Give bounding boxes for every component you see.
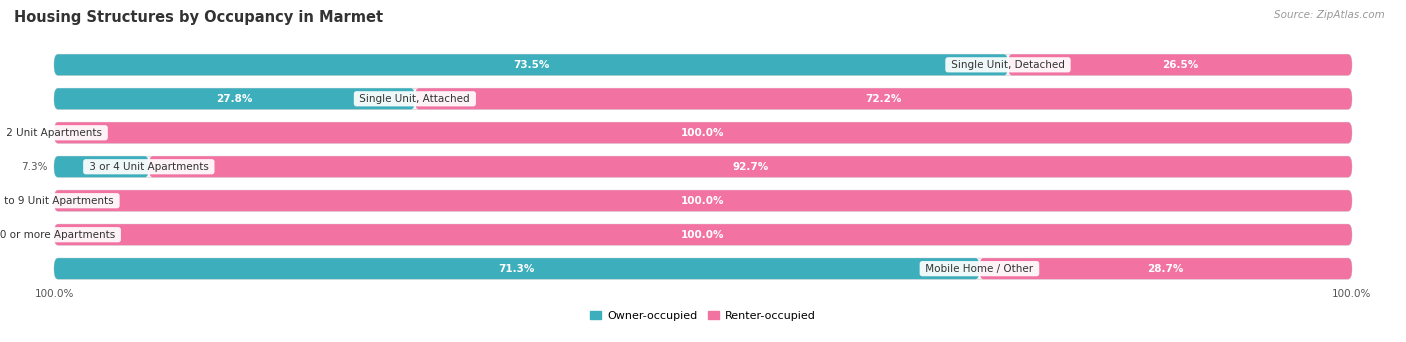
Text: 28.7%: 28.7% [1147, 264, 1184, 274]
Legend: Owner-occupied, Renter-occupied: Owner-occupied, Renter-occupied [586, 306, 820, 325]
FancyBboxPatch shape [53, 258, 1353, 279]
FancyBboxPatch shape [53, 88, 1353, 109]
FancyBboxPatch shape [53, 190, 1353, 211]
Text: 2 Unit Apartments: 2 Unit Apartments [3, 128, 105, 138]
FancyBboxPatch shape [980, 258, 1353, 279]
Text: 26.5%: 26.5% [1161, 60, 1198, 70]
Text: 100.0%: 100.0% [682, 196, 724, 206]
Text: 5 to 9 Unit Apartments: 5 to 9 Unit Apartments [0, 196, 117, 206]
FancyBboxPatch shape [149, 156, 1353, 177]
Text: 73.5%: 73.5% [513, 60, 550, 70]
Text: Single Unit, Attached: Single Unit, Attached [357, 94, 474, 104]
Text: Housing Structures by Occupancy in Marmet: Housing Structures by Occupancy in Marme… [14, 10, 384, 25]
FancyBboxPatch shape [53, 156, 149, 177]
FancyBboxPatch shape [53, 156, 1353, 177]
Text: 7.3%: 7.3% [21, 162, 48, 172]
Text: Source: ZipAtlas.com: Source: ZipAtlas.com [1274, 10, 1385, 20]
Text: 100.0%: 100.0% [682, 230, 724, 240]
FancyBboxPatch shape [53, 258, 980, 279]
Text: 100.0%: 100.0% [1333, 289, 1372, 299]
FancyBboxPatch shape [53, 88, 415, 109]
FancyBboxPatch shape [53, 224, 1353, 245]
Text: Single Unit, Detached: Single Unit, Detached [948, 60, 1069, 70]
Text: Mobile Home / Other: Mobile Home / Other [922, 264, 1036, 274]
Text: 72.2%: 72.2% [865, 94, 901, 104]
FancyBboxPatch shape [53, 54, 1353, 75]
FancyBboxPatch shape [415, 88, 1353, 109]
Text: 100.0%: 100.0% [34, 289, 73, 299]
FancyBboxPatch shape [53, 224, 1353, 245]
FancyBboxPatch shape [53, 54, 1008, 75]
Text: 92.7%: 92.7% [733, 162, 769, 172]
Text: 10 or more Apartments: 10 or more Apartments [0, 230, 118, 240]
Text: 3 or 4 Unit Apartments: 3 or 4 Unit Apartments [86, 162, 212, 172]
FancyBboxPatch shape [53, 190, 1353, 211]
Text: 71.3%: 71.3% [499, 264, 534, 274]
Text: 100.0%: 100.0% [682, 128, 724, 138]
Text: 27.8%: 27.8% [217, 94, 253, 104]
FancyBboxPatch shape [1008, 54, 1353, 75]
FancyBboxPatch shape [53, 122, 1353, 143]
FancyBboxPatch shape [53, 122, 1353, 143]
